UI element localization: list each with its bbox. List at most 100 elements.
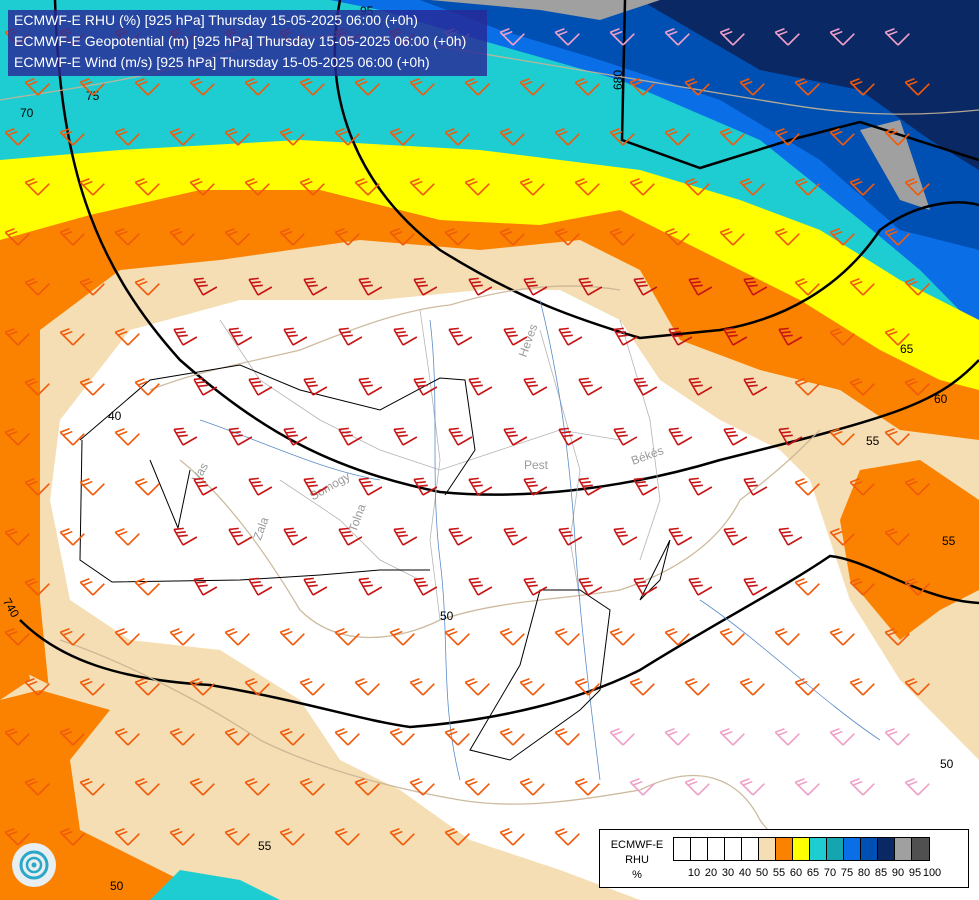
geo-label-680: 680	[611, 70, 625, 90]
wind-barb-icon	[248, 277, 273, 296]
wind-barb-icon	[134, 677, 160, 696]
wind-barb-icon	[4, 227, 30, 246]
wind-barb-icon	[849, 777, 875, 796]
wind-barb-icon	[629, 177, 655, 196]
wind-barb-icon	[558, 527, 583, 546]
wind-barb-icon	[279, 727, 305, 746]
wind-barb-icon	[578, 277, 603, 296]
wind-barb-icon	[884, 727, 910, 746]
wind-barb-icon	[719, 627, 745, 646]
legend-swatch	[691, 838, 708, 860]
wind-barb-icon	[334, 127, 360, 146]
wind-barb-icon	[224, 227, 250, 246]
wind-barb-icon	[849, 677, 875, 696]
wind-barb-icon	[59, 127, 85, 146]
wind-barb-icon	[519, 77, 545, 96]
wind-barb-icon	[778, 427, 803, 446]
wind-barb-icon	[499, 227, 525, 246]
wind-barb-icon	[169, 227, 195, 246]
wind-barb-icon	[849, 577, 875, 596]
wind-barb-icon	[904, 177, 930, 196]
wind-barb-icon	[134, 777, 160, 796]
legend-tick: 50	[755, 867, 769, 879]
legend-tick: 30	[721, 867, 735, 879]
wind-barb-icon	[134, 477, 160, 496]
wind-barb-icon	[849, 377, 875, 396]
wind-barb-icon	[554, 27, 580, 46]
wind-barb-icon	[503, 427, 528, 446]
aux-contours	[79, 364, 671, 761]
legend-tick: 75	[840, 867, 854, 879]
wind-barb-icon	[774, 627, 800, 646]
wind-barb-icon	[303, 377, 328, 396]
wind-barb-icon	[134, 77, 160, 96]
wind-barb-icon	[444, 127, 470, 146]
wind-barb-icon	[829, 327, 855, 346]
rhu-label-55-a: 55	[866, 434, 880, 448]
wind-barb-icon	[283, 527, 308, 546]
wind-barb-icon	[849, 177, 875, 196]
wind-barb-icon	[629, 677, 655, 696]
wind-barb-icon	[393, 427, 418, 446]
wind-barb-icon	[114, 727, 140, 746]
wind-barb-icon	[794, 577, 820, 596]
wind-barb-icon	[884, 327, 910, 346]
wind-barb-icon	[4, 627, 30, 646]
wind-barb-icon	[554, 827, 580, 846]
wind-barb-icon	[904, 577, 930, 596]
wind-barb-icon	[448, 427, 473, 446]
wind-barb-icon	[904, 377, 930, 396]
wind-barb-icon	[114, 227, 140, 246]
wind-barb-icon	[829, 427, 855, 446]
wind-barb-icon	[664, 627, 690, 646]
wind-barb-icon	[189, 777, 215, 796]
legend-swatch	[844, 838, 861, 860]
wind-barb-icon	[904, 677, 930, 696]
wind-barb-icon	[523, 277, 548, 296]
legend-swatch	[878, 838, 895, 860]
wind-barb-icon	[413, 377, 438, 396]
wind-barb-icon	[4, 327, 30, 346]
wind-barb-icon	[664, 727, 690, 746]
wind-barb-icon	[904, 477, 930, 496]
wind-barb-icon	[79, 277, 105, 296]
geopotential-contours	[19, 0, 979, 729]
wind-barb-icon	[499, 27, 525, 46]
wind-barb-icon	[613, 427, 638, 446]
legend-tick: 55	[772, 867, 786, 879]
legend-tick: 10	[687, 867, 701, 879]
title-rhu: ECMWF-E RHU (%) [925 hPa] Thursday 15-05…	[14, 12, 418, 28]
wind-barb-icon	[248, 477, 273, 496]
legend-swatch	[793, 838, 810, 860]
wind-barb-icon	[829, 27, 855, 46]
wind-barb-icon	[884, 127, 910, 146]
legend-swatches	[673, 837, 930, 861]
rhu-label-55-c: 55	[258, 839, 272, 853]
wind-barb-icon	[228, 427, 253, 446]
wind-barb-icon	[114, 327, 140, 346]
wind-barb-icon	[354, 677, 380, 696]
wind-barb-icon	[664, 127, 690, 146]
wind-barb-icon	[743, 377, 768, 396]
legend-swatch	[759, 838, 776, 860]
wind-barb-icon	[578, 577, 603, 596]
wind-barb-icon	[244, 677, 270, 696]
wind-barb-icon	[224, 727, 250, 746]
wind-barb-icon	[24, 77, 50, 96]
wind-barb-icon	[554, 127, 580, 146]
wind-barb-icon	[173, 427, 198, 446]
wind-barb-icon	[59, 427, 85, 446]
wind-barb-icon	[358, 577, 383, 596]
wind-barb-icon	[664, 227, 690, 246]
legend-swatch	[674, 838, 691, 860]
wind-barb-icon	[244, 177, 270, 196]
wind-barb-icon	[464, 677, 490, 696]
wind-barb-icon	[743, 577, 768, 596]
wind-barb-icon	[723, 527, 748, 546]
geo-label-50: 50	[110, 879, 124, 893]
wind-barb-icon	[499, 627, 525, 646]
wind-barb-icon	[849, 277, 875, 296]
wind-barb-icon	[719, 127, 745, 146]
wind-barb-icon	[719, 27, 745, 46]
